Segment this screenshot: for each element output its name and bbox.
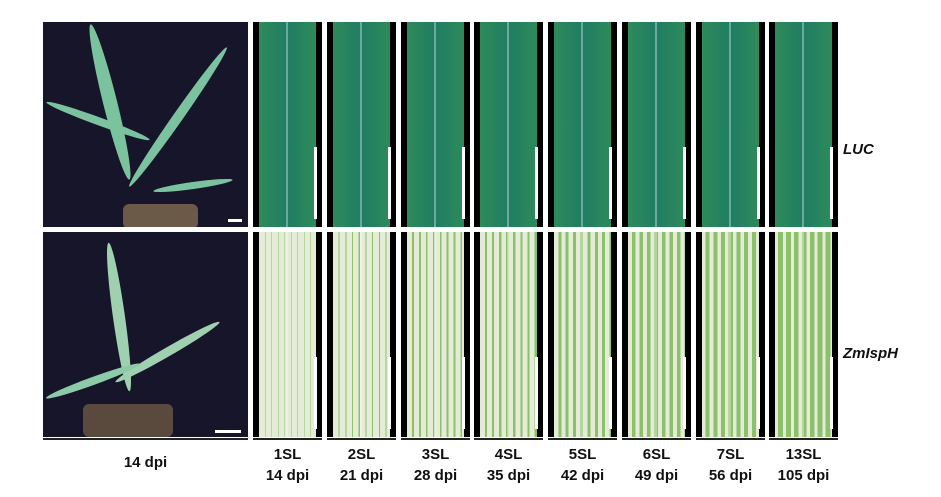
dpi-label: 56 dpi bbox=[708, 467, 753, 484]
scale-bar bbox=[462, 357, 465, 429]
leaf-photo-zmisph-7sl bbox=[696, 232, 765, 437]
leaf-label: 7SL bbox=[716, 446, 745, 463]
scale-bar bbox=[535, 147, 538, 219]
dpi-label: 35 dpi bbox=[486, 467, 531, 484]
plant-underline bbox=[43, 438, 248, 440]
column-label: 4SL 35 dpi bbox=[469, 444, 548, 486]
leaf bbox=[554, 232, 611, 437]
leaf-photo-zmisph-5sl bbox=[548, 232, 617, 437]
column-underline bbox=[696, 438, 765, 440]
leaf-photo-zmisph-6sl bbox=[622, 232, 691, 437]
leaf bbox=[259, 22, 316, 227]
leaf-label: 6SL bbox=[642, 446, 671, 463]
leaf bbox=[775, 22, 832, 227]
row-label-zmisph: ZmIspH bbox=[843, 345, 899, 362]
column-underline bbox=[769, 438, 838, 440]
leaf-label: 5SL bbox=[568, 446, 597, 463]
column-label: 7SL 56 dpi bbox=[691, 444, 770, 486]
column-underline bbox=[327, 438, 396, 440]
scale-bar bbox=[757, 147, 760, 219]
column-underline bbox=[401, 438, 470, 440]
leaf-photo-zmisph-4sl bbox=[474, 232, 543, 437]
leaf bbox=[702, 22, 759, 227]
scale-bar bbox=[609, 357, 612, 429]
dpi-label: 21 dpi bbox=[339, 467, 384, 484]
leaf-photo-zmisph-2sl bbox=[327, 232, 396, 437]
plant-photo-zmisph bbox=[43, 232, 248, 437]
leaf-photo-luc-13sl bbox=[769, 22, 838, 227]
dpi-label: 14 dpi bbox=[265, 467, 310, 484]
scale-bar bbox=[757, 357, 760, 429]
leaf-photo-luc-3sl bbox=[401, 22, 470, 227]
leaf-photo-luc-1sl bbox=[253, 22, 322, 227]
scale-bar bbox=[609, 147, 612, 219]
scale-bar bbox=[462, 147, 465, 219]
scale-bar bbox=[388, 147, 391, 219]
column-underline bbox=[474, 438, 543, 440]
scale-bar bbox=[535, 357, 538, 429]
row-label-luc: LUC bbox=[843, 141, 874, 158]
leaf-label: 3SL bbox=[421, 446, 450, 463]
column-label: 6SL 49 dpi bbox=[617, 444, 696, 486]
scale-bar bbox=[830, 357, 833, 429]
leaf bbox=[628, 232, 685, 437]
leaf bbox=[480, 22, 537, 227]
leaf bbox=[702, 232, 759, 437]
dpi-label: 28 dpi bbox=[413, 467, 458, 484]
column-underline bbox=[253, 438, 322, 440]
leaf-photo-luc-5sl bbox=[548, 22, 617, 227]
dpi-label: 42 dpi bbox=[560, 467, 605, 484]
leaf-photo-zmisph-3sl bbox=[401, 232, 470, 437]
column-label: 5SL 42 dpi bbox=[543, 444, 622, 486]
leaf bbox=[775, 232, 832, 437]
scale-bar bbox=[683, 147, 686, 219]
leaf-label: 4SL bbox=[494, 446, 523, 463]
leaf bbox=[407, 232, 464, 437]
column-underline bbox=[622, 438, 691, 440]
scale-bar bbox=[314, 357, 317, 429]
leaf bbox=[628, 22, 685, 227]
plant-photo-luc bbox=[43, 22, 248, 227]
scale-bar bbox=[215, 430, 241, 433]
column-label: 2SL 21 dpi bbox=[322, 444, 401, 486]
column-label: 13SL 105 dpi bbox=[764, 444, 843, 486]
leaf-label: 13SL bbox=[785, 446, 822, 463]
leaf-label: 2SL bbox=[347, 446, 376, 463]
leaf bbox=[407, 22, 464, 227]
leaf bbox=[554, 22, 611, 227]
leaf-photo-luc-6sl bbox=[622, 22, 691, 227]
leaf bbox=[480, 232, 537, 437]
scale-bar bbox=[228, 219, 242, 222]
leaf-photo-luc-4sl bbox=[474, 22, 543, 227]
dpi-label: 105 dpi bbox=[777, 467, 830, 484]
leaf-photo-luc-7sl bbox=[696, 22, 765, 227]
column-underline bbox=[548, 438, 617, 440]
column-label: 1SL 14 dpi bbox=[248, 444, 327, 486]
column-label: 3SL 28 dpi bbox=[396, 444, 475, 486]
dpi-label: 49 dpi bbox=[634, 467, 679, 484]
leaf-photo-zmisph-13sl bbox=[769, 232, 838, 437]
leaf-label: 1SL bbox=[273, 446, 302, 463]
scale-bar bbox=[388, 357, 391, 429]
leaf-photo-zmisph-1sl bbox=[253, 232, 322, 437]
leaf-photo-luc-2sl bbox=[327, 22, 396, 227]
scale-bar bbox=[683, 357, 686, 429]
scale-bar bbox=[830, 147, 833, 219]
leaf bbox=[333, 232, 390, 437]
scale-bar bbox=[314, 147, 317, 219]
leaf bbox=[259, 232, 316, 437]
plant-label: 14 dpi bbox=[123, 454, 168, 471]
leaf bbox=[333, 22, 390, 227]
